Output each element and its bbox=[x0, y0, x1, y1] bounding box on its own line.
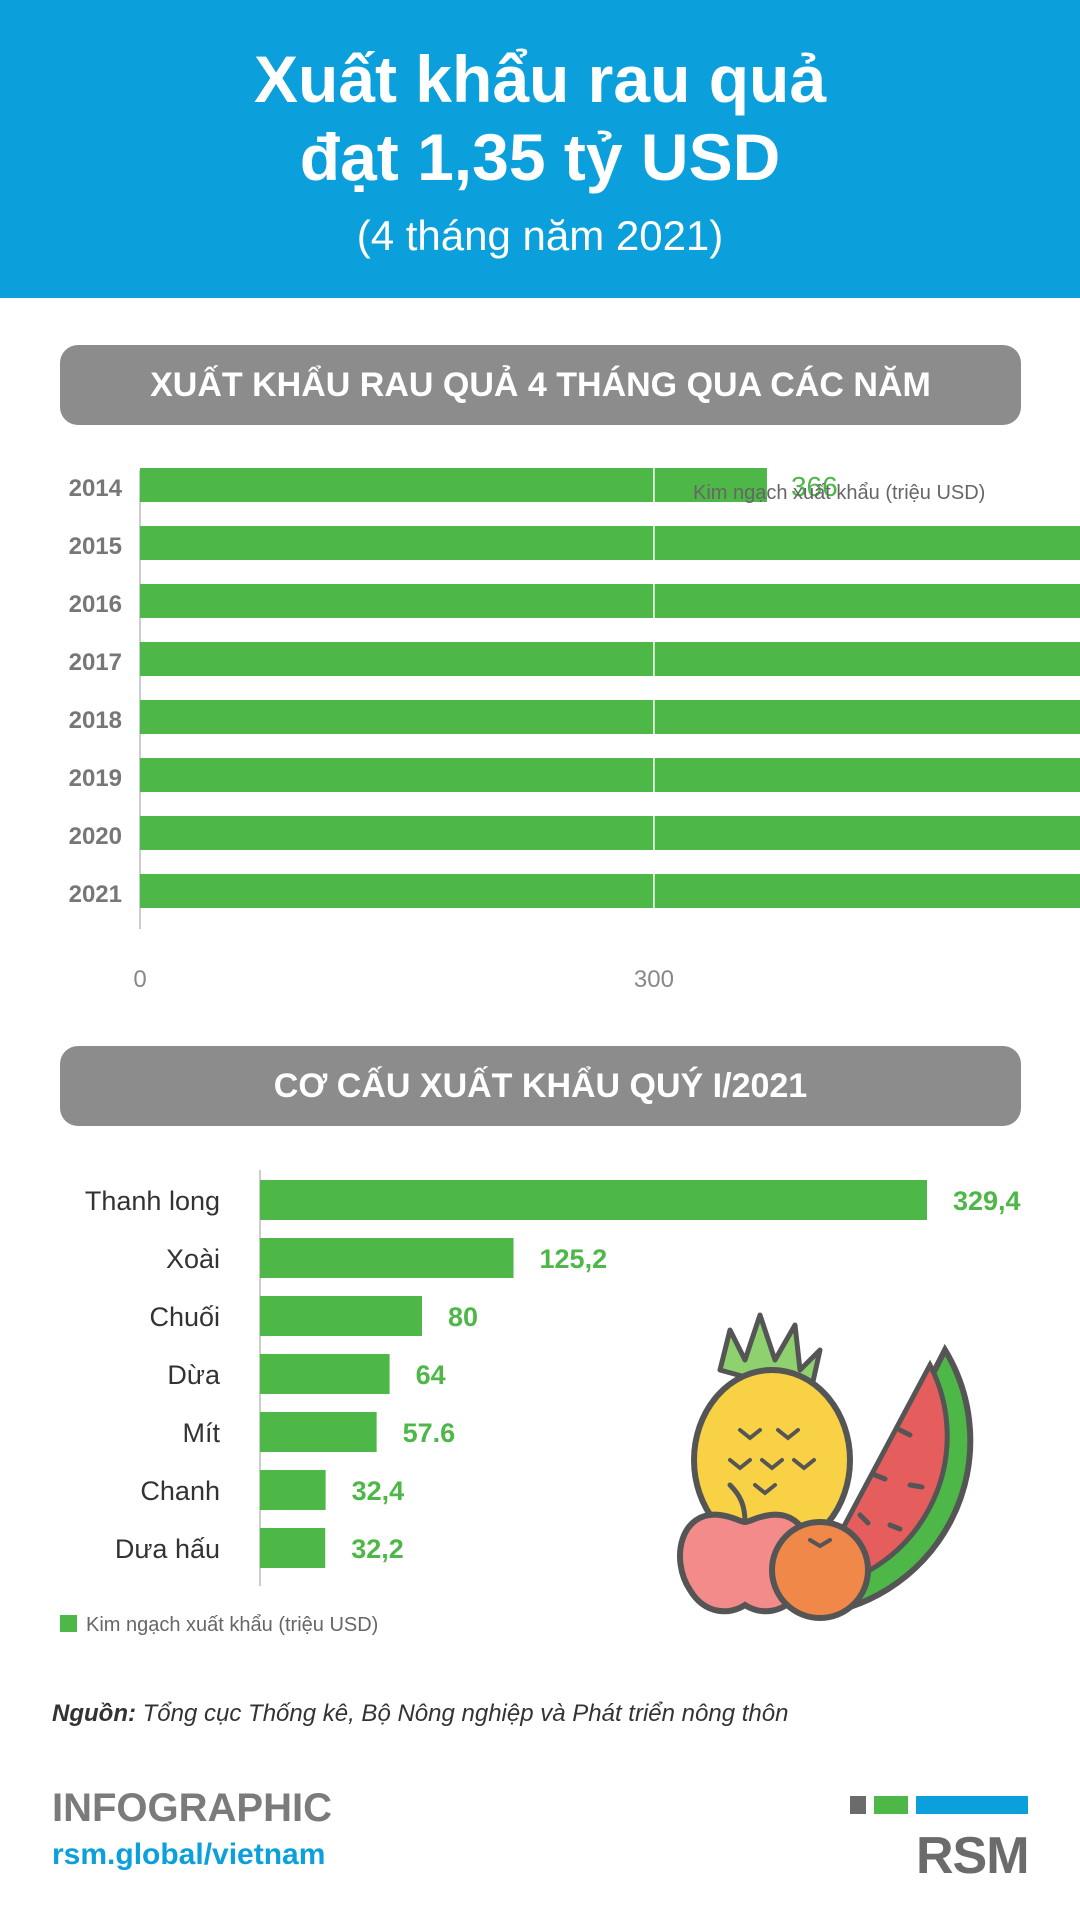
bar bbox=[260, 1296, 422, 1336]
category-label: 2016 bbox=[69, 591, 122, 618]
bar bbox=[260, 1354, 390, 1394]
x-tick-label: 300 bbox=[634, 966, 674, 993]
legend-swatch bbox=[60, 1615, 77, 1632]
category-label: Xoài bbox=[166, 1244, 220, 1274]
category-label: Dưa hấu bbox=[115, 1534, 220, 1564]
data-label: 32,2 bbox=[351, 1534, 404, 1564]
legend-label: Kim ngạch xuất khẩu (triệu USD) bbox=[693, 482, 985, 504]
logo-green-block bbox=[874, 1796, 908, 1814]
header-banner: Xuất khẩu rau quả đạt 1,35 tỷ USD (4 thá… bbox=[0, 0, 1080, 298]
bar bbox=[260, 1238, 514, 1278]
bar bbox=[140, 758, 1080, 792]
logo-gray-block bbox=[850, 1796, 866, 1814]
category-label: 2021 bbox=[69, 881, 122, 908]
website-link[interactable]: rsm.global/vietnam bbox=[52, 1838, 326, 1871]
chart2-title: CƠ CẤU XUẤT KHẨU QUÝ I/2021 bbox=[60, 1046, 1021, 1126]
bar bbox=[140, 874, 1080, 908]
source-text: Tổng cục Thống kê, Bộ Nông nghiệp và Phá… bbox=[142, 1700, 789, 1727]
title-line-1: Xuất khẩu rau quả bbox=[253, 42, 827, 116]
bar bbox=[140, 526, 1080, 560]
infographic-label: INFOGRAPHIC bbox=[52, 1786, 332, 1830]
rsm-logo-text: RSM bbox=[916, 1827, 1030, 1885]
bar bbox=[140, 816, 1080, 850]
data-label: 32,4 bbox=[352, 1476, 405, 1506]
rsm-logo: RSM bbox=[850, 1796, 1030, 1892]
bar bbox=[140, 468, 767, 502]
data-label: 125,2 bbox=[540, 1244, 608, 1274]
data-label: 366 bbox=[791, 471, 838, 502]
category-label: 2014 bbox=[69, 475, 123, 502]
source-label: Nguồn: bbox=[52, 1700, 136, 1727]
legend-label: Kim ngạch xuất khẩu (triệu USD) bbox=[86, 1614, 378, 1636]
category-label: Thanh long bbox=[85, 1186, 220, 1216]
legend-swatch bbox=[667, 483, 684, 500]
bar bbox=[260, 1412, 377, 1452]
yearly-export-chart: 20143662015583201674120171.01120181.2902… bbox=[69, 468, 1080, 993]
data-label: 80 bbox=[448, 1302, 478, 1332]
subtitle: (4 tháng năm 2021) bbox=[356, 212, 724, 259]
category-label: 2017 bbox=[69, 649, 122, 676]
category-label: Chanh bbox=[140, 1476, 220, 1506]
data-label: 329,4 bbox=[953, 1186, 1021, 1216]
category-label: Chuối bbox=[149, 1302, 220, 1332]
bar bbox=[140, 700, 1080, 734]
orange-icon bbox=[769, 1519, 871, 1621]
logo-blue-block bbox=[916, 1796, 1028, 1814]
q1-structure-chart: Thanh long 329,4 Xoài 125,2 Chuối 80 Dừa 64 Mít 5… bbox=[60, 1170, 1021, 1636]
bar bbox=[260, 1180, 927, 1220]
bar bbox=[140, 584, 1080, 618]
category-label: 2018 bbox=[69, 707, 122, 734]
fruit-illustration bbox=[677, 1312, 974, 1621]
category-label: Mít bbox=[183, 1418, 221, 1448]
bar bbox=[260, 1470, 326, 1510]
category-label: 2015 bbox=[69, 533, 122, 560]
bar bbox=[260, 1528, 326, 1568]
category-label: 2020 bbox=[69, 823, 122, 850]
category-label: 2019 bbox=[69, 765, 122, 792]
category-label: Dừa bbox=[167, 1360, 221, 1390]
source-note: Nguồn: Tổng cục Thống kê, Bộ Nông nghiệp… bbox=[52, 1700, 788, 1728]
data-label: 57.6 bbox=[403, 1418, 456, 1448]
chart1-title: XUẤT KHẨU RAU QUẢ 4 THÁNG QUA CÁC NĂM bbox=[60, 345, 1021, 425]
title-line-2: đạt 1,35 tỷ USD bbox=[299, 120, 781, 194]
bar bbox=[140, 642, 1080, 676]
x-tick-label: 0 bbox=[133, 966, 146, 993]
data-label: 64 bbox=[416, 1360, 446, 1390]
